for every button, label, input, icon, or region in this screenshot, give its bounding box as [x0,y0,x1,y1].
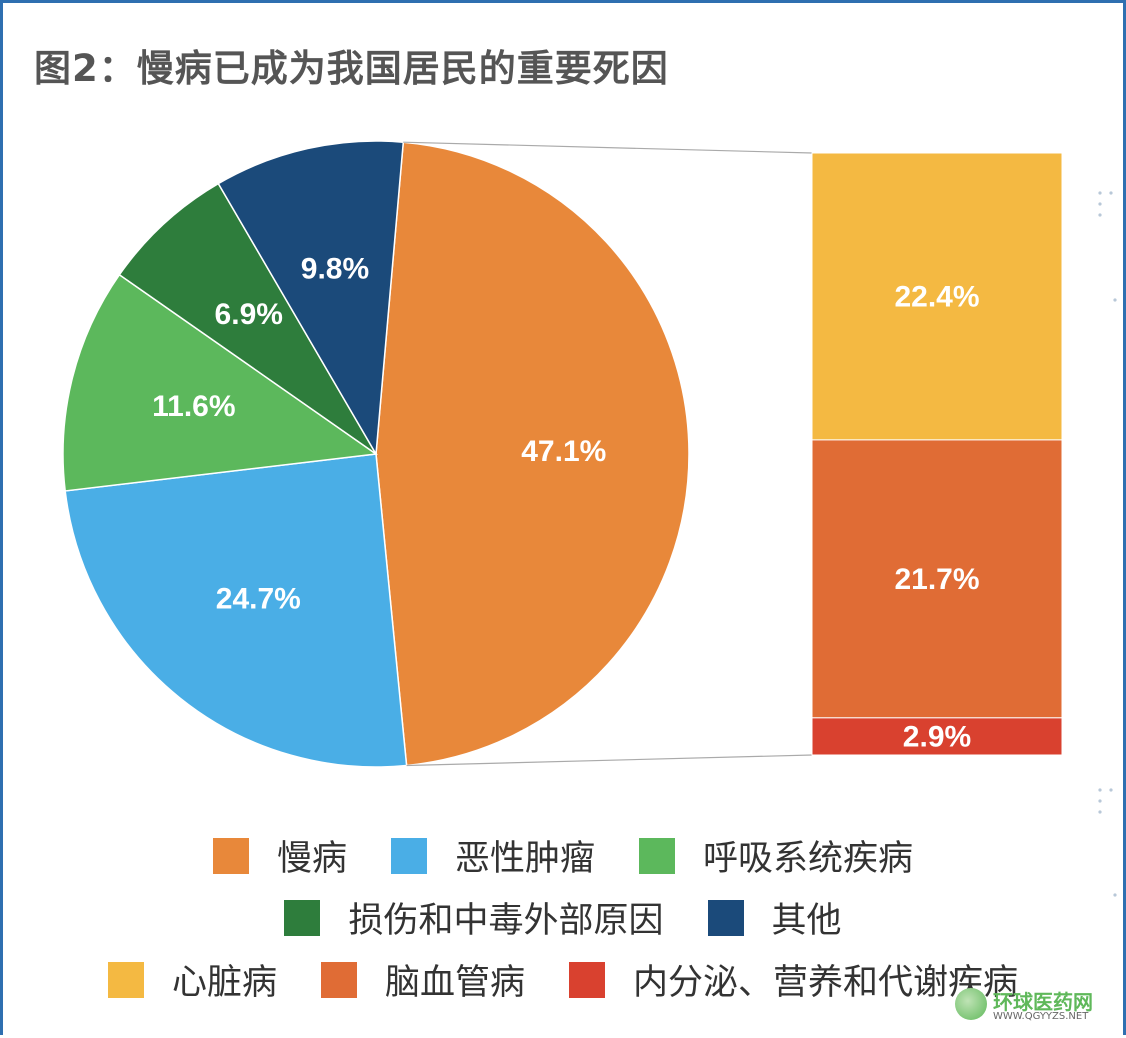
pie-slice [62,273,379,492]
legend-swatch [107,961,144,998]
decorative-dot [1098,213,1102,217]
decorative-dot [1109,788,1113,792]
legend-label: 损伤和中毒外部原因 [348,901,664,941]
legend-item: 慢病 [212,830,347,881]
legend-item: 呼吸系统疾病 [639,830,913,881]
legend-row-2: 损伤和中毒外部原因 其他 [0,892,1126,943]
legend-label: 呼吸系统疾病 [703,839,914,879]
bar-segment [811,717,1063,756]
legend-swatch [212,837,249,874]
legend-label: 内分泌、营养和代谢疾病 [633,963,1019,1003]
pie-slice [118,182,377,455]
pie-label: 24.7% [216,582,301,615]
pie-label: 9.8% [301,253,369,286]
legend-item: 损伤和中毒外部原因 [284,892,664,943]
decorative-dot [1098,191,1102,195]
legend-swatch [320,961,357,998]
legend-item: 心脏病 [107,954,277,1005]
legend-item: 恶性肿瘤 [390,830,595,881]
decorative-dot [1113,298,1117,302]
decorative-dot [1109,191,1113,195]
pie-slice [375,141,690,767]
legend-swatch [707,899,744,936]
bar-segment [811,152,1063,441]
legend-item: 内分泌、营养和代谢疾病 [569,954,1018,1005]
bar-segment [811,439,1063,719]
bar-label: 2.9% [903,720,971,753]
legend-swatch [639,837,675,874]
legend-swatch [569,961,605,998]
decorative-dot [1098,810,1102,814]
legend-item: 脑血管病 [320,954,525,1005]
watermark-name: 环球医药网 [993,990,1093,1014]
decorative-dot [1098,202,1102,206]
pie-label: 11.6% [152,390,235,423]
legend-label: 慢病 [276,839,347,879]
decorative-dot [1098,788,1102,792]
pie-slice [64,453,408,768]
chart-title: 图2：慢病已成为我国居民的重要死因 [34,47,669,90]
decorative-dot [1098,799,1102,803]
legend-label: 其他 [771,901,842,941]
connector-line-bottom [406,754,813,767]
pie-label: 6.9% [215,298,283,331]
watermark-url: WWW.QGYYZS.NET [993,1011,1089,1022]
legend-row-3: 心脏病 脑血管病 内分泌、营养和代谢疾病 [0,954,1126,1005]
bar-label: 22.4% [894,280,979,313]
legend-label: 恶性肿瘤 [454,839,595,879]
connector-line-top [403,141,813,154]
legend-label: 心脏病 [171,963,277,1003]
legend-swatch [390,837,427,874]
globe-icon [955,988,987,1020]
legend-swatch [284,899,321,936]
decorative-dot [1113,893,1117,897]
legend-label: 脑血管病 [384,963,525,1003]
pie-slice [217,140,405,457]
legend-row-1: 慢病 恶性肿瘤 呼吸系统疾病 [0,830,1126,881]
watermark-logo: 环球医药网 WWW.QGYYZS.NET [955,986,1115,1026]
legend-item: 其他 [707,892,842,943]
bar-label: 21.7% [894,563,979,596]
pie-label: 47.1% [521,435,606,468]
